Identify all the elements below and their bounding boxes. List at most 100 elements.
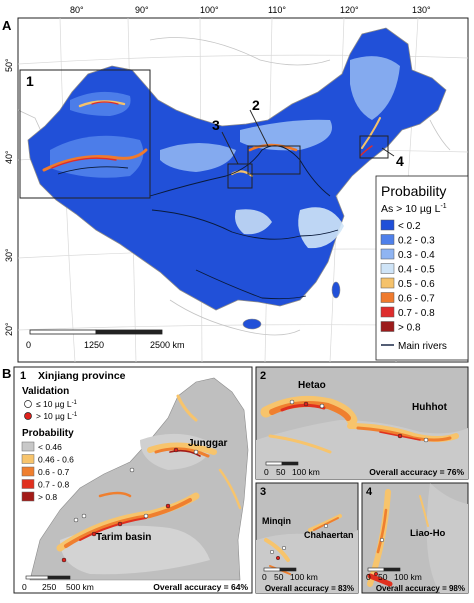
tarim-plain [60, 525, 210, 575]
legend-a-swatch-0 [380, 219, 395, 231]
scale-4-label-50: 50 [378, 572, 388, 582]
inset-box-1 [19, 69, 151, 199]
label-minqin: Minqin [262, 516, 291, 526]
legend-river-label: Main rivers [398, 341, 447, 352]
inset-3-number: 3 [260, 486, 266, 498]
inset-box-2 [247, 145, 301, 175]
inset-number-2: 2 [252, 97, 260, 113]
validation-items: ≤ 10 µg L-1 > 10 µg L-1 [24, 399, 78, 421]
scale-2-label-0: 0 [264, 467, 269, 477]
probability-b-swatch-4 [21, 491, 35, 502]
hotspots-4 [367, 489, 429, 587]
scale-bar-3: 0 50 100 km [262, 567, 318, 582]
scale-4-label-0: 0 [366, 572, 371, 582]
inset-1-title: Xinjiang province [38, 370, 126, 382]
legend-a-subtitle: As > 10 µg L-1 [381, 203, 447, 215]
inset-2-number: 2 [260, 370, 266, 382]
lat-tick-20: 20° [4, 322, 14, 336]
probability-b-swatch-1 [21, 454, 35, 464]
main-rivers [57, 145, 339, 300]
taiwan-island [331, 281, 341, 299]
probability-b-items: < 0.46 0.46 - 0.6 0.6 - 0.7 0.7 - 0.8 > 0.8 [21, 441, 74, 502]
lat-tick-50: 50° [4, 58, 14, 72]
scale-2-label-100: 100 km [292, 467, 320, 477]
legend-a-label-1: 0.2 - 0.3 [398, 236, 435, 247]
legend-a-swatch-1 [380, 234, 395, 245]
inset-box-4 [359, 135, 389, 159]
lon-tick-120: 120° [340, 5, 359, 15]
inset-box-3 [227, 163, 253, 189]
legend-a-swatch-2 [380, 248, 395, 260]
zone-inner-mongolia [240, 119, 332, 151]
label-hetao: Hetao [298, 380, 326, 391]
legend-a: Probability As > 10 µg L-1 < 0.2 0.2 - 0.… [375, 175, 469, 361]
inset-boxes [19, 69, 389, 199]
lat-tick-40: 40° [4, 150, 14, 164]
scale-3-label-50: 50 [274, 572, 284, 582]
zone-northeast [350, 56, 400, 120]
accuracy-3: Overall accuracy = 83% [265, 584, 354, 593]
validation-label-0: ≤ 10 µg L-1 [36, 399, 78, 409]
probability-b-swatch-0 [21, 441, 35, 452]
probability-legend-b: Probability < 0.46 0.46 - 0.6 0.6 - 0.7 0.7… [21, 428, 74, 502]
lon-tick-90: 90° [135, 5, 149, 15]
lon-tick-100: 100° [200, 5, 219, 15]
inset-number-4: 4 [396, 153, 404, 169]
inset-number-1: 1 [26, 73, 34, 89]
inset-4-number: 4 [366, 486, 373, 498]
inset-3-terrain [256, 530, 358, 593]
legend-a-swatch-6 [380, 306, 395, 318]
map-a-content: 1 2 3 4 0 1250 2500 km [18, 18, 468, 362]
legend-a-label-0: < 0.2 [398, 221, 421, 232]
probability-b-label-4: > 0.8 [38, 492, 57, 502]
scale-bar-a: 0 1250 2500 km [26, 329, 185, 350]
scale-1-label-0: 0 [22, 582, 27, 592]
accuracy-4: Overall accuracy = 98% [376, 584, 465, 593]
label-huhhot: Huhhot [412, 402, 448, 413]
probability-b-label-1: 0.46 - 0.6 [38, 455, 74, 465]
validation-points-1 [61, 447, 199, 563]
probability-b-swatch-2 [21, 466, 35, 477]
legend-a-swatch-3 [380, 263, 395, 274]
validation-marker-0 [24, 400, 32, 408]
scale-bar-1: 0 250 500 km [22, 575, 94, 592]
scale-3-label-0: 0 [262, 572, 267, 582]
legend-a-label-3: 0.4 - 0.5 [398, 265, 435, 276]
legend-a-items: < 0.2 0.2 - 0.3 0.3 - 0.4 0.4 - 0.5 0.5 - 0.… [380, 219, 435, 334]
lon-tick-130: 130° [412, 5, 431, 15]
legend-a-title: Probability [381, 183, 446, 199]
scale-bar-2: 0 50 100 km [264, 461, 320, 477]
scale-label-2500: 2500 km [150, 340, 185, 350]
scale-label-1250: 1250 [84, 340, 104, 350]
inset-4-content [367, 483, 468, 593]
validation-points-3 [269, 523, 329, 561]
validation-title: Validation [22, 386, 69, 397]
label-junggar: Junggar [188, 438, 228, 449]
lon-tick-80: 80° [70, 5, 84, 15]
validation-points-4 [373, 537, 385, 577]
validation-marker-1 [24, 412, 32, 420]
probability-b-label-3: 0.7 - 0.8 [38, 480, 69, 490]
accuracy-1: Overall accuracy = 64% [153, 582, 248, 592]
validation-label-1: > 10 µg L-1 [36, 411, 78, 421]
inset-2-content [256, 395, 468, 479]
validation-points-2 [289, 399, 429, 443]
zone-sichuan [235, 209, 272, 235]
lat-tick-30: 30° [4, 248, 14, 262]
zone-east-plain [298, 207, 344, 249]
legend-a-label-5: 0.6 - 0.7 [398, 294, 435, 305]
legend-a-label-4: 0.5 - 0.6 [398, 279, 435, 290]
scale-1-label-250: 250 [42, 582, 56, 592]
lon-tick-110: 110° [268, 5, 286, 15]
scale-1-label-500: 500 km [66, 582, 94, 592]
hainan-island [242, 318, 262, 330]
hotspots-a [42, 100, 381, 178]
panel-a: A 80° 90° 100° 110° 120° 130° 50° 40° 30… [2, 5, 469, 363]
label-chahaertan: Chahaertan [304, 530, 354, 540]
inset-4-terrain [426, 483, 468, 593]
scale-4-label-100: 100 km [394, 572, 422, 582]
scale-3-label-100: 100 km [290, 572, 318, 582]
probability-b-label-0: < 0.46 [38, 442, 62, 452]
panel-a-letter: A [2, 18, 12, 33]
